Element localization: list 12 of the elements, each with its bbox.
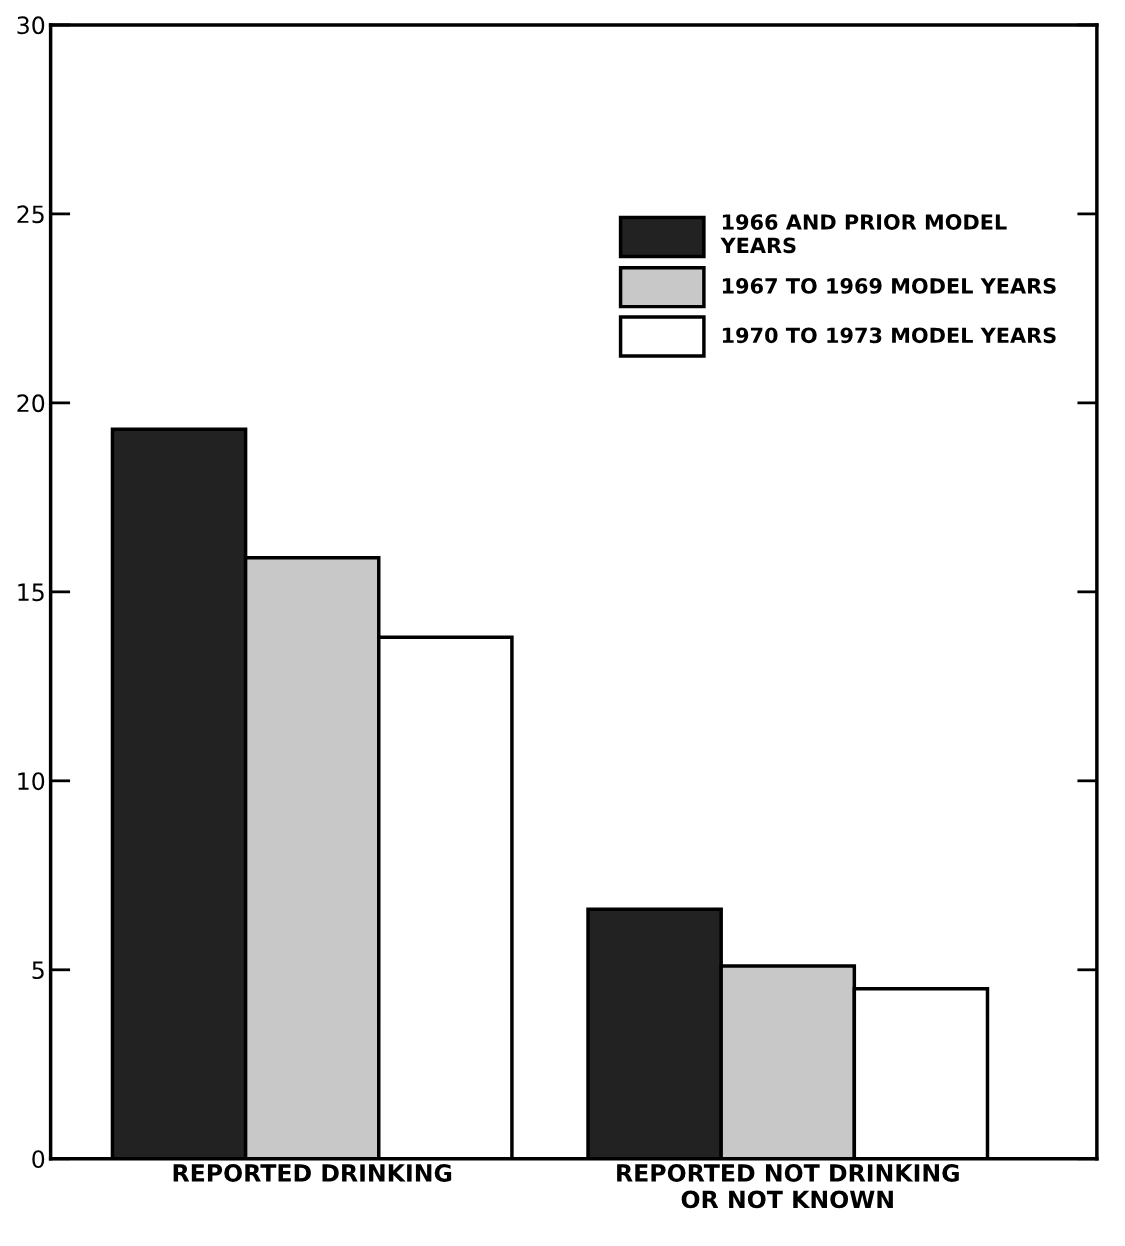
- y-tick-label: 30: [17, 16, 45, 35]
- x-tick-label: REPORTED DRINKING: [173, 1164, 452, 1182]
- y-tick-label: 15: [18, 583, 44, 602]
- y-tick-label: 20: [17, 394, 45, 413]
- legend-label: 1966 AND PRIOR MODEL YEARS: [720, 214, 1007, 254]
- x-tick-label: REPORTED NOT DRINKING OR NOT KNOWN: [617, 1164, 959, 1209]
- y-tick-label: 25: [17, 205, 44, 224]
- y-tick-label: 5: [32, 961, 44, 980]
- y-tick-label: 10: [18, 772, 45, 791]
- legend-label: 1970 TO 1973 MODEL YEARS: [722, 327, 1056, 344]
- y-tick-label: 0: [32, 1150, 45, 1169]
- legend-label: 1967 TO 1969 MODEL YEARS: [722, 278, 1056, 294]
